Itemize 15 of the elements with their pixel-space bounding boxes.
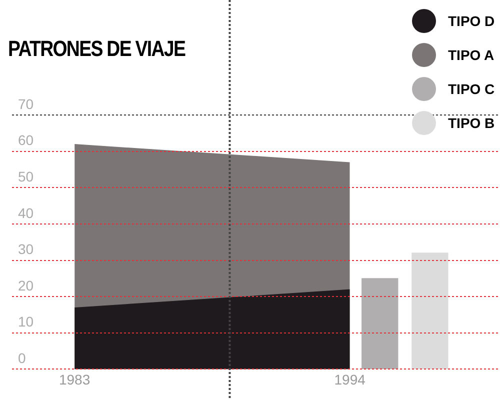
x-tick-label: 1983 xyxy=(58,371,90,388)
y-tick-label: 40 xyxy=(18,204,34,221)
legend-label: TIPO A xyxy=(448,47,494,63)
x-tick-label: 1994 xyxy=(334,371,366,388)
legend-label: TIPO C xyxy=(448,81,495,97)
chart-title: PATRONES DE VIAJE xyxy=(8,36,186,62)
legend-label: TIPO B xyxy=(448,115,495,131)
y-tick-label: 50 xyxy=(18,168,34,184)
y-tick-label: 20 xyxy=(18,277,34,294)
y-tick-label: 0 xyxy=(18,350,26,366)
y-tick-label: 30 xyxy=(18,241,34,258)
y-tick-label: 60 xyxy=(18,132,34,148)
legend-label: TIPO D xyxy=(448,13,495,29)
y-tick-label: 10 xyxy=(18,314,34,330)
y-tick-label: 70 xyxy=(18,96,34,112)
